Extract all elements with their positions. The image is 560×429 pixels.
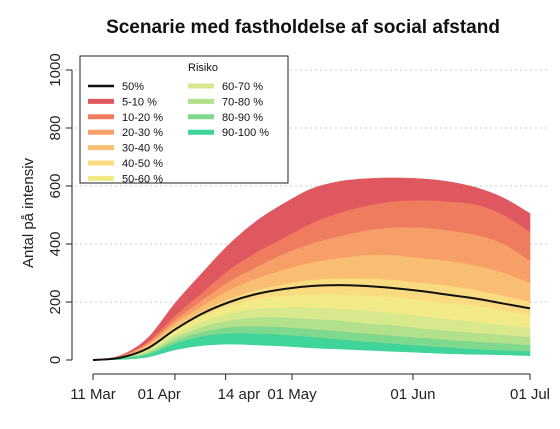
legend-label: 70-80 % bbox=[222, 96, 263, 108]
band-90-100 bbox=[92, 333, 531, 361]
legend-label: 50-60 % bbox=[122, 173, 163, 185]
x-tick-label: 14 apr bbox=[218, 386, 261, 403]
x-tick-label: 11 Mar bbox=[70, 386, 116, 403]
y-tick-label-800: 800 bbox=[47, 115, 64, 140]
median-line bbox=[92, 284, 531, 361]
x-tick-label: 01 Jul bbox=[510, 386, 550, 403]
legend-box bbox=[79, 55, 289, 184]
legend-label: 30-40 % bbox=[122, 143, 163, 155]
legend-title: Risiko bbox=[188, 62, 218, 74]
x-tick-label: 01 Apr bbox=[138, 386, 181, 403]
y-tick-label-400: 400 bbox=[47, 231, 64, 256]
legend: Risiko 50% 5-10 % 10-20 % 20-30 % 30-40 % 40-5… bbox=[79, 55, 289, 185]
legend-label: 10-20 % bbox=[122, 112, 163, 124]
legend-label: 20-30 % bbox=[122, 127, 163, 139]
x-tick-label: 01 May bbox=[267, 386, 317, 403]
chart-title: Scenarie med fastholdelse af social afst… bbox=[106, 17, 500, 38]
y-tick-label-200: 200 bbox=[47, 289, 64, 314]
axes: 0 200 400 600 800 1000 11 Mar 01 Apr 14 apr 01 Ma… bbox=[47, 53, 550, 403]
x-tick-label: 01 Jun bbox=[390, 386, 435, 403]
legend-label: 90-100 % bbox=[222, 127, 269, 139]
legend-label: 50% bbox=[122, 81, 144, 93]
y-tick-label-600: 600 bbox=[47, 173, 64, 198]
y-axis-label: Antal på intensiv bbox=[20, 157, 37, 268]
legend-label: 60-70 % bbox=[222, 81, 263, 93]
risk-bands bbox=[92, 177, 531, 361]
legend-label: 80-90 % bbox=[222, 112, 263, 124]
y-tick-label-1000: 1000 bbox=[47, 53, 64, 86]
y-tick-label-0: 0 bbox=[47, 356, 64, 364]
legend-label: 40-50 % bbox=[122, 158, 163, 170]
legend-label: 5-10 % bbox=[122, 96, 157, 108]
